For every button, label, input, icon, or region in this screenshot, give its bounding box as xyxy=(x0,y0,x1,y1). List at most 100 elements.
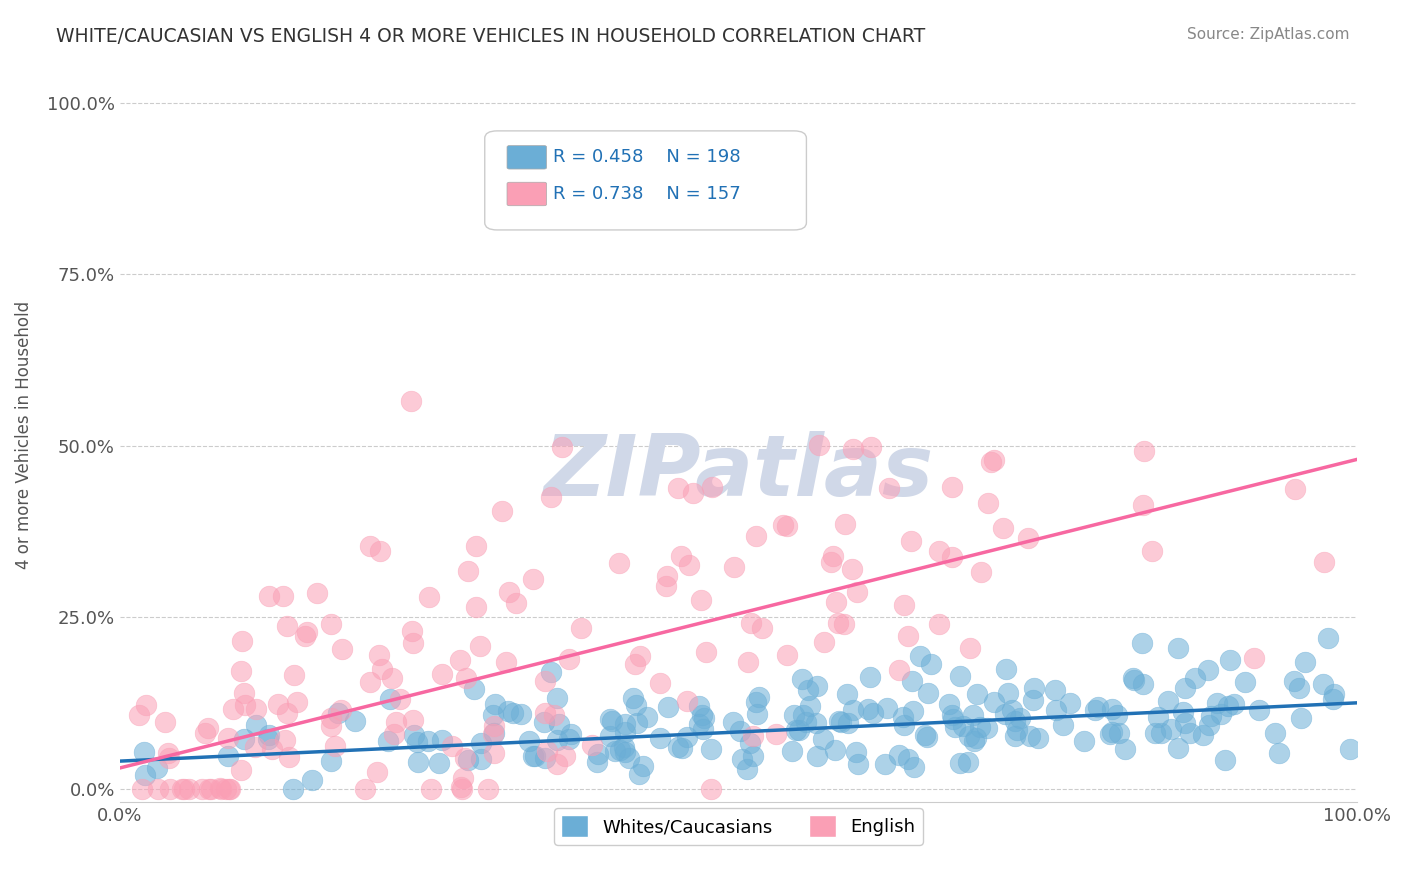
Point xyxy=(232,731,254,746)
Point xyxy=(1184,671,1206,685)
Point xyxy=(841,562,863,576)
Point xyxy=(671,741,693,756)
Point xyxy=(229,764,252,778)
Point xyxy=(217,731,239,745)
Point xyxy=(614,717,637,731)
Point xyxy=(824,743,846,757)
Point xyxy=(900,533,922,548)
Point xyxy=(430,666,453,681)
Point xyxy=(367,648,389,662)
Point xyxy=(893,718,915,732)
Point xyxy=(418,590,440,604)
Point xyxy=(1001,703,1024,717)
Point xyxy=(200,781,222,796)
Point xyxy=(1004,714,1026,728)
Point xyxy=(294,629,316,643)
Point xyxy=(617,751,640,765)
Point xyxy=(721,714,744,729)
Point xyxy=(586,747,609,762)
Point xyxy=(917,686,939,700)
Point xyxy=(401,624,423,638)
Point xyxy=(470,752,492,766)
Point xyxy=(983,453,1005,467)
Point xyxy=(796,714,818,729)
Point xyxy=(1073,734,1095,748)
Point xyxy=(943,720,966,734)
Point xyxy=(262,742,284,756)
Point xyxy=(825,595,848,609)
Point xyxy=(491,504,513,518)
Point xyxy=(465,539,488,553)
Point xyxy=(522,572,544,586)
Point xyxy=(1234,675,1257,690)
Point xyxy=(1223,697,1246,711)
Point xyxy=(1174,716,1197,731)
Point xyxy=(457,753,479,767)
Point xyxy=(690,708,713,723)
Point xyxy=(281,781,304,796)
Point xyxy=(1219,652,1241,666)
Text: ZIPatlas: ZIPatlas xyxy=(543,431,934,514)
Point xyxy=(1123,673,1146,688)
Point xyxy=(808,438,831,452)
Point xyxy=(276,706,298,720)
Point xyxy=(406,755,429,769)
Point xyxy=(332,641,354,656)
Point xyxy=(603,744,626,758)
Point xyxy=(811,731,834,746)
Point xyxy=(862,706,884,720)
Point xyxy=(1198,718,1220,732)
Point xyxy=(457,565,479,579)
Point xyxy=(1121,671,1143,685)
Point xyxy=(700,742,723,756)
Point xyxy=(301,772,323,787)
Point xyxy=(134,768,156,782)
Point xyxy=(613,745,636,759)
Point xyxy=(231,633,253,648)
Point xyxy=(1004,730,1026,744)
Point xyxy=(546,732,568,747)
Point xyxy=(837,687,859,701)
Point xyxy=(876,700,898,714)
Point xyxy=(1288,681,1310,695)
Point xyxy=(742,748,765,763)
Point xyxy=(533,715,555,730)
Point xyxy=(599,729,621,743)
Point xyxy=(1084,703,1107,717)
Point xyxy=(266,697,288,711)
Point xyxy=(533,674,555,689)
Point xyxy=(329,703,352,717)
Point xyxy=(741,729,763,743)
Point xyxy=(307,586,329,600)
Point xyxy=(534,751,557,765)
Point xyxy=(941,707,963,722)
Point xyxy=(432,732,454,747)
Point xyxy=(657,700,679,714)
Point xyxy=(962,707,984,722)
Point xyxy=(1178,726,1201,740)
Point xyxy=(797,682,820,697)
Point xyxy=(827,615,849,630)
Point xyxy=(621,691,644,706)
Point xyxy=(792,708,814,723)
Point xyxy=(371,662,394,676)
Point xyxy=(554,748,576,763)
Point xyxy=(783,708,806,723)
Point xyxy=(481,707,503,722)
Point xyxy=(321,719,343,733)
Point xyxy=(481,727,503,741)
Point xyxy=(1294,655,1316,669)
Point xyxy=(1045,702,1067,716)
Point xyxy=(949,756,972,771)
Point xyxy=(1132,498,1154,512)
Point xyxy=(218,781,240,796)
Point xyxy=(359,539,381,553)
Point xyxy=(170,781,193,796)
Point xyxy=(1243,651,1265,665)
Point xyxy=(194,726,217,740)
Point xyxy=(208,781,231,796)
Point xyxy=(823,549,845,563)
Point xyxy=(215,781,238,796)
Point xyxy=(359,675,381,690)
Point xyxy=(1108,726,1130,740)
